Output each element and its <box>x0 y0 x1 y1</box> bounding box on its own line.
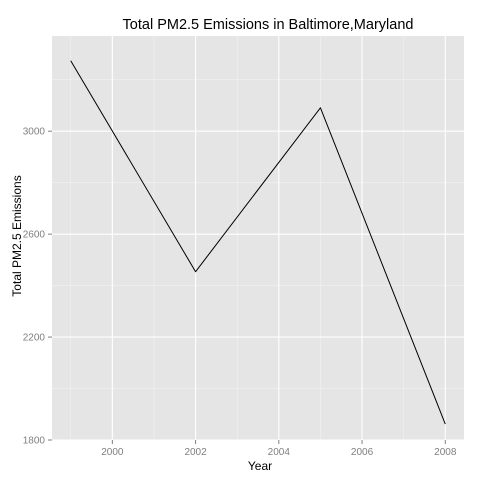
major-gridlines <box>52 36 464 441</box>
plot-panel <box>52 36 464 440</box>
chart-title: Total PM2.5 Emissions in Baltimore,Maryl… <box>123 17 414 33</box>
x-tick-label: 2000 <box>101 447 124 458</box>
y-axis-title: Total PM2.5 Emissions <box>10 175 24 296</box>
series-line <box>70 60 446 425</box>
y-tick-label: 2600 <box>23 230 46 241</box>
x-tick-label: 2008 <box>434 447 457 458</box>
x-tick-label: 2006 <box>351 447 374 458</box>
minor-gridlines <box>52 36 464 440</box>
y-tick-label: 2200 <box>23 333 46 344</box>
x-axis: 2000 2002 2004 2006 2008 <box>101 440 457 458</box>
y-axis: 1800 2200 2600 3000 <box>23 127 52 447</box>
x-tick-label: 2002 <box>184 447 207 458</box>
y-tick-label: 1800 <box>23 436 46 447</box>
series-layer <box>70 60 446 425</box>
y-tick-label: 3000 <box>23 127 46 138</box>
x-tick-label: 2004 <box>268 447 291 458</box>
x-axis-title: Year <box>248 459 272 473</box>
